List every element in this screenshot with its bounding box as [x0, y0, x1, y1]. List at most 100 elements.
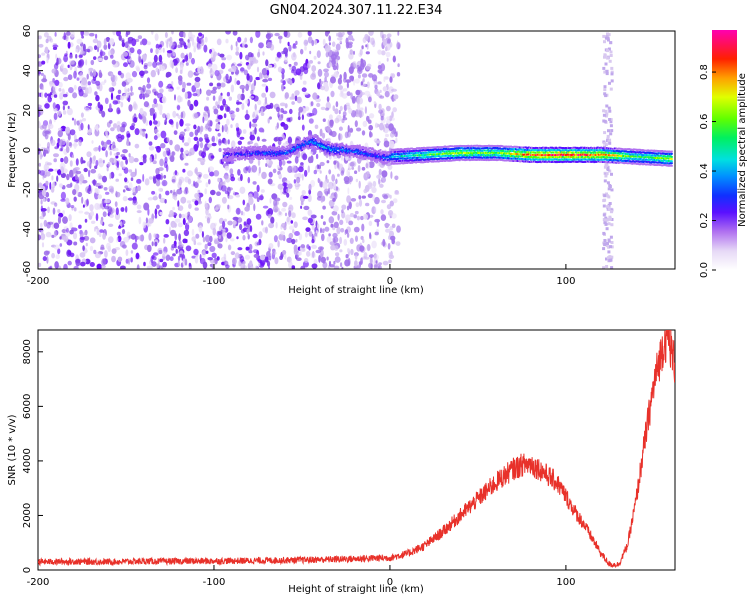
- track-cell: [244, 148, 246, 151]
- noise-dot: [171, 81, 174, 86]
- noise-dot: [129, 47, 135, 54]
- noise-dot: [245, 246, 250, 251]
- track-cell: [382, 153, 385, 156]
- noise-dot: [217, 231, 223, 236]
- track-cell: [286, 153, 289, 155]
- band-dot: [603, 88, 607, 92]
- noise-dot: [301, 114, 304, 121]
- noise-dot: [156, 263, 160, 269]
- track-cell: [298, 141, 301, 144]
- noise-dot: [255, 213, 262, 220]
- noise-dot: [146, 77, 151, 84]
- track-cell: [228, 148, 231, 150]
- track-cell: [241, 156, 244, 158]
- band-dot: [610, 66, 614, 70]
- track-cell: [350, 146, 353, 149]
- noise-dot: [90, 70, 93, 77]
- noise-dot: [310, 252, 316, 259]
- noise-dot: [66, 183, 73, 188]
- track-cell: [296, 151, 299, 154]
- track-cell: [325, 148, 328, 151]
- noise-dot: [357, 89, 363, 98]
- noise-dot: [389, 200, 394, 207]
- noise-dot: [38, 104, 42, 109]
- noise-dot: [281, 207, 287, 212]
- noise-dot: [328, 42, 331, 46]
- noise-dot: [279, 38, 282, 44]
- noise-dot: [110, 72, 114, 78]
- noise-dot: [57, 216, 62, 224]
- track-cell: [237, 152, 239, 155]
- band-dot: [610, 79, 614, 83]
- noise-dot: [158, 265, 161, 269]
- noise-dot: [393, 94, 399, 100]
- band-dot: [607, 139, 611, 143]
- noise-dot: [139, 162, 144, 166]
- band-dot: [604, 143, 608, 147]
- noise-dot: [330, 130, 337, 138]
- noise-dot: [244, 206, 250, 212]
- noise-dot: [391, 73, 396, 79]
- noise-dot: [247, 63, 251, 70]
- noise-dot: [38, 143, 41, 147]
- noise-dot: [94, 45, 98, 50]
- noise-dot: [165, 71, 172, 78]
- track-cell: [238, 150, 241, 153]
- track-cell: [378, 153, 380, 155]
- noise-dot: [324, 126, 328, 131]
- noise-dot: [46, 250, 50, 255]
- noise-dot: [253, 59, 259, 64]
- track-cell: [257, 149, 260, 152]
- noise-dot: [254, 127, 257, 135]
- noise-dot: [310, 214, 317, 219]
- noise-dot: [360, 257, 363, 266]
- noise-dot: [311, 263, 318, 269]
- noise-dot: [66, 107, 73, 116]
- noise-dot: [169, 155, 175, 162]
- noise-dot: [154, 208, 158, 216]
- noise-dot: [103, 38, 107, 46]
- track-cell: [272, 148, 275, 150]
- noise-dot: [96, 227, 100, 236]
- noise-dot: [229, 238, 235, 242]
- band-dot: [602, 109, 606, 113]
- track-cell: [286, 145, 288, 148]
- noise-dot: [83, 105, 87, 110]
- noise-dot: [77, 65, 82, 69]
- noise-dot: [52, 84, 57, 92]
- noise-dot: [350, 248, 354, 256]
- noise-dot: [80, 31, 84, 37]
- noise-dot: [301, 173, 304, 181]
- noise-dot: [79, 178, 83, 185]
- noise-dot: [295, 40, 298, 46]
- noise-dot: [45, 164, 50, 171]
- track-cell: [324, 153, 327, 155]
- noise-dot: [244, 113, 250, 120]
- noise-dot: [395, 241, 401, 247]
- noise-dot: [290, 116, 293, 122]
- noise-dot: [348, 34, 354, 41]
- noise-dot: [44, 130, 51, 134]
- noise-dot: [278, 35, 283, 40]
- noise-dot: [278, 211, 282, 216]
- noise-dot: [226, 106, 231, 112]
- noise-dot: [311, 233, 314, 241]
- noise-dot: [142, 156, 147, 164]
- noise-dot: [386, 105, 391, 112]
- noise-dot: [181, 213, 186, 219]
- noise-dot: [225, 236, 228, 243]
- track-cell: [231, 146, 234, 149]
- noise-dot: [99, 229, 104, 233]
- noise-dot: [193, 99, 199, 107]
- noise-dot: [256, 242, 261, 246]
- noise-dot: [277, 183, 284, 190]
- noise-dot: [54, 32, 57, 37]
- noise-dot: [161, 96, 167, 104]
- noise-dot: [215, 118, 220, 123]
- track-cell: [325, 144, 328, 147]
- band-dot: [603, 92, 607, 96]
- noise-dot: [180, 196, 187, 204]
- noise-dot: [60, 191, 66, 200]
- noise-dot: [391, 88, 397, 92]
- noise-dot: [359, 245, 365, 252]
